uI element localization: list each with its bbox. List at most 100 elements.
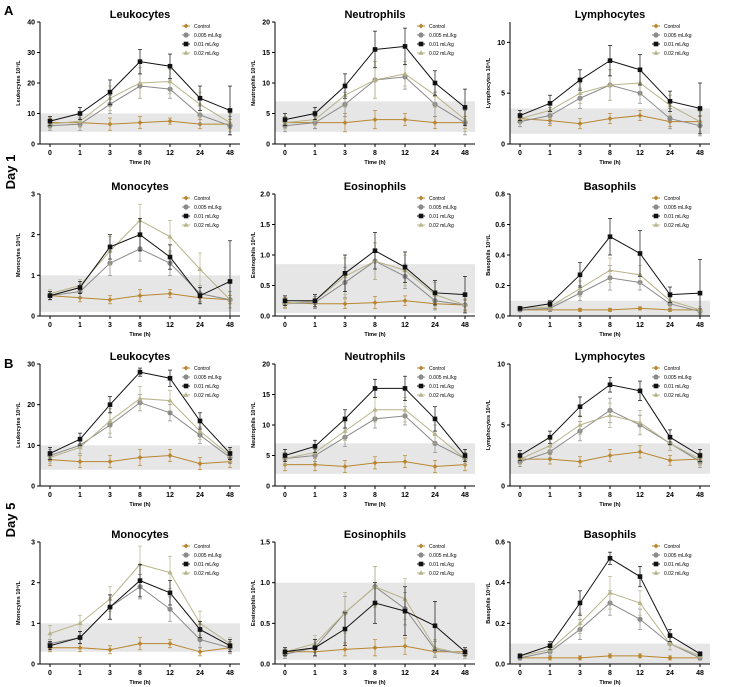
data-point — [607, 382, 613, 388]
series-0-01-ml-kg — [47, 564, 233, 653]
x-axis-label: Time (h) — [129, 502, 150, 508]
data-point — [607, 453, 613, 458]
x-tick-label: 3 — [578, 322, 582, 329]
x-tick-label: 24 — [666, 322, 674, 329]
data-point — [282, 453, 288, 458]
x-axis-label: Time (h) — [129, 160, 150, 166]
x-tick-label: 3 — [108, 670, 112, 677]
data-point — [577, 121, 583, 127]
data-point — [547, 655, 553, 661]
x-tick-label: 12 — [636, 150, 644, 157]
legend-label: Control — [664, 366, 680, 372]
data-point — [197, 293, 203, 298]
data-point — [107, 459, 113, 465]
x-tick-label: 24 — [196, 322, 204, 329]
x-tick-label: 1 — [78, 670, 82, 677]
x-tick-label: 8 — [373, 150, 377, 157]
legend-label: Control — [429, 196, 445, 202]
legend-label: 0.005 mL/kg — [194, 33, 222, 39]
data-point — [372, 117, 378, 123]
legend-label: 0.01 mL/kg — [194, 384, 219, 390]
data-point — [577, 422, 583, 427]
x-tick-label: 48 — [461, 322, 469, 329]
data-point — [607, 234, 613, 239]
y-axis-label: Eosinophils 10⁹/L — [251, 231, 257, 278]
legend-swatch-marker — [418, 561, 424, 567]
legend-label: 0.005 mL/kg — [664, 375, 692, 381]
data-point — [227, 451, 233, 456]
legend-label: 0.02 mL/kg — [429, 393, 454, 399]
chart-a-eosinophils: Eosinophils 0.0 0.5 1.0 1.5 2.0 0 1 3 8 12 24 48 Time… — [251, 181, 475, 338]
y-axis-label: Lymphocytes 10⁹/L — [486, 57, 492, 108]
data-point — [462, 292, 468, 297]
chart-a-lymphocytes: Lymphocytes 0 5 10 0 1 3 8 12 24 48 Time (h) Lymphoc… — [486, 9, 710, 166]
chart-a-leukocytes: Leukocytes 0 10 20 30 40 0 1 3 8 12 24 48 Time (h) Leu… — [16, 9, 240, 166]
data-point — [342, 301, 348, 307]
data-point — [637, 388, 643, 394]
legend-label: Control — [194, 544, 210, 550]
data-point — [607, 82, 613, 87]
x-tick-label: 12 — [166, 492, 174, 499]
legend-label: 0.01 mL/kg — [429, 42, 454, 48]
x-tick-label: 48 — [226, 492, 234, 499]
legend-swatch-marker — [418, 222, 424, 227]
data-point — [167, 63, 173, 69]
data-point — [577, 285, 583, 291]
chart-title: Monocytes — [111, 181, 168, 193]
legend-swatch-marker — [418, 50, 424, 55]
legend-swatch-marker — [183, 204, 189, 210]
x-axis-label: Time (h) — [364, 160, 385, 166]
data-point — [402, 608, 408, 614]
data-point — [167, 606, 173, 612]
x-tick-label: 48 — [696, 670, 704, 677]
legend-swatch-marker — [418, 383, 424, 389]
y-tick-label: 0 — [31, 662, 35, 669]
x-tick-label: 0 — [283, 150, 287, 157]
data-point — [667, 292, 673, 297]
x-axis-label: Time (h) — [364, 680, 385, 686]
legend-label: 0.02 mL/kg — [664, 223, 689, 229]
data-point — [637, 449, 643, 455]
x-tick-label: 1 — [313, 492, 317, 499]
data-point — [637, 67, 643, 73]
y-tick-label: 1.5 — [260, 540, 270, 547]
x-axis-label: Time (h) — [599, 502, 620, 508]
legend-swatch-marker — [183, 543, 189, 549]
data-point — [342, 646, 348, 652]
legend-label: 0.01 mL/kg — [194, 42, 219, 48]
legend-swatch-marker — [418, 32, 424, 38]
data-point — [342, 626, 348, 632]
data-point — [107, 418, 113, 423]
legend-swatch-marker — [183, 222, 189, 227]
data-point — [77, 111, 83, 116]
x-tick-label: 8 — [373, 492, 377, 499]
legend-swatch-marker — [183, 195, 189, 201]
legend: Control 0.005 mL/kg 0.01 mL/kg 0.02 mL/kg — [182, 543, 222, 577]
y-tick-label: 10 — [27, 111, 35, 118]
y-tick-label: 0.0 — [495, 662, 505, 669]
x-tick-label: 48 — [226, 670, 234, 677]
legend: Control 0.005 mL/kg 0.01 mL/kg 0.02 mL/kg — [417, 365, 457, 399]
data-point — [77, 459, 83, 465]
data-point — [402, 386, 408, 391]
legend: Control 0.005 mL/kg 0.01 mL/kg 0.02 mL/kg — [182, 23, 222, 57]
data-point — [167, 118, 173, 124]
y-tick-label: 20 — [262, 20, 270, 27]
data-point — [637, 251, 643, 256]
x-tick-label: 0 — [48, 492, 52, 499]
y-tick-label: 1.5 — [260, 222, 270, 229]
x-tick-label: 24 — [431, 670, 439, 677]
legend: Control 0.005 mL/kg 0.01 mL/kg 0.02 mL/kg — [652, 365, 692, 399]
data-point — [697, 106, 703, 111]
data-point — [77, 444, 83, 450]
legend-swatch-marker — [183, 561, 189, 567]
data-point — [197, 95, 203, 101]
legend-swatch-marker — [418, 195, 424, 201]
x-tick-label: 3 — [343, 322, 347, 329]
data-point — [167, 254, 173, 260]
x-tick-label: 0 — [518, 150, 522, 157]
legend-swatch-marker — [418, 374, 424, 380]
data-point — [312, 298, 318, 304]
x-tick-label: 3 — [108, 492, 112, 499]
x-tick-label: 48 — [696, 322, 704, 329]
